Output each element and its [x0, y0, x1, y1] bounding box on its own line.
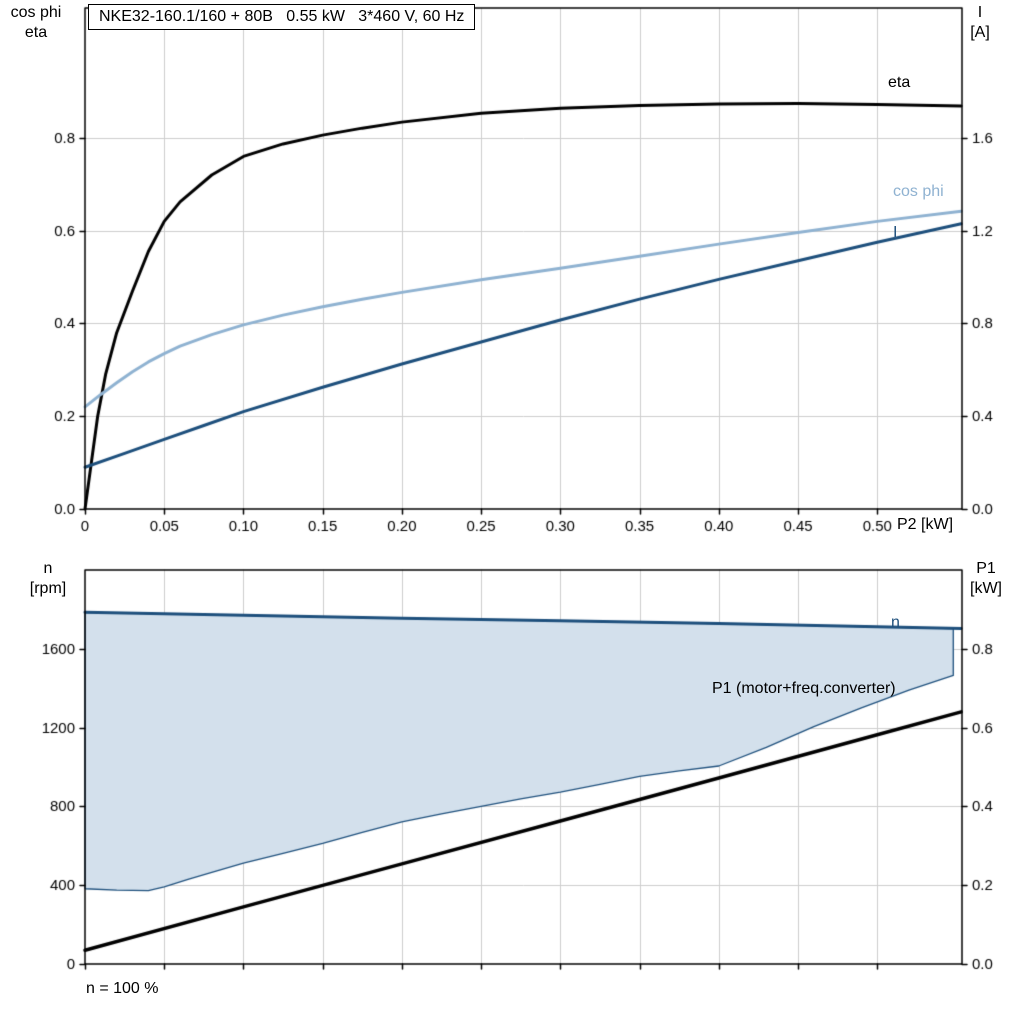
- curve-label-current: I: [893, 224, 898, 241]
- chart-title-box: NKE32-160.1/160 + 80B 0.55 kW 3*460 V, 6…: [88, 4, 476, 30]
- x-axis-title: P2 [kW]: [897, 516, 954, 533]
- right-axis-title-current: I: [977, 4, 983, 21]
- left-axis-title-speed: n: [43, 560, 53, 577]
- curve-label-eta: eta: [888, 74, 911, 91]
- right-axis-title-ampere-unit: [A]: [970, 24, 990, 41]
- left-axis-title-cos-phi: cos phi: [10, 4, 62, 21]
- left-axis-title-rpm-unit: [rpm]: [29, 580, 67, 597]
- right-axis-title-p1: P1: [976, 560, 996, 577]
- right-axis-title-kw-unit: [kW]: [970, 580, 1002, 597]
- curve-label-speed: n: [891, 614, 900, 631]
- curve-label-p1: P1 (motor+freq.converter): [712, 680, 896, 697]
- left-axis-title-eta: eta: [24, 24, 48, 41]
- speed-footnote: n = 100 %: [86, 980, 159, 997]
- curve-label-cos-phi: cos phi: [893, 183, 944, 200]
